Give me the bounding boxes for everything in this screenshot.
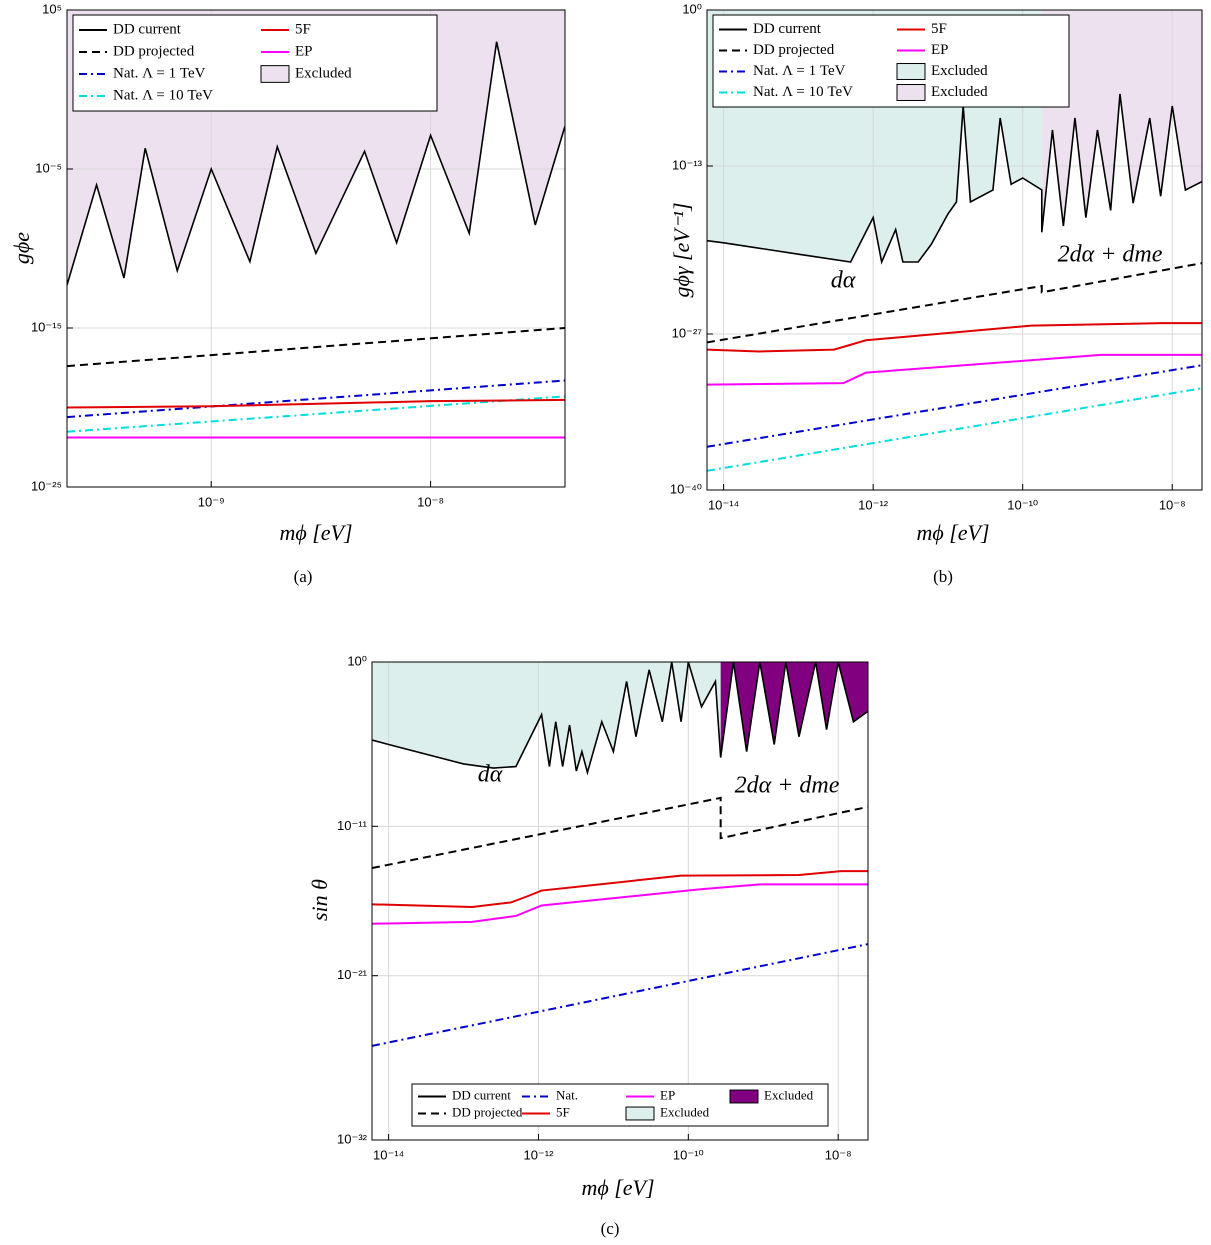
y-tick-label: 10⁻¹¹ xyxy=(337,818,368,833)
y-axis-label: gϕe xyxy=(9,232,34,264)
legend-label: Excluded xyxy=(931,84,988,100)
legend-swatch xyxy=(260,65,290,83)
legend-label: Nat. Λ = 10 TeV xyxy=(113,87,213,103)
legend-swatch xyxy=(625,1106,655,1121)
legend-box xyxy=(72,14,438,112)
annotation: 2dα + dme xyxy=(1058,242,1163,268)
y-axis-label: gϕγ [eV⁻¹] xyxy=(669,202,694,297)
legend-label: DD projected xyxy=(113,43,195,59)
legend-label: Excluded xyxy=(764,1087,814,1102)
panel: 10⁻¹⁴ 10⁻¹² 10⁻¹⁰ 10⁻⁸ 10⁰ 10⁻¹³ 10⁻²⁷ 10⁻⁴⁰ mϕ … xyxy=(669,1,1203,586)
series-line xyxy=(372,943,868,1047)
legend-label: 5F xyxy=(556,1104,570,1119)
x-tick-label: 10⁻¹² xyxy=(858,497,889,512)
caption: (b) xyxy=(933,567,953,586)
y-tick-label: 10⁰ xyxy=(682,1,702,16)
excluded-region xyxy=(372,662,721,773)
legend-box xyxy=(411,1083,829,1127)
x-tick-label: 10⁻¹² xyxy=(523,1147,554,1162)
x-tick-label: 10⁻⁸ xyxy=(1159,497,1186,512)
legend-label: 5F xyxy=(295,21,311,37)
y-tick-label: 10⁻¹⁵ xyxy=(31,319,62,334)
x-tick-label: 10⁻¹⁰ xyxy=(673,1147,704,1162)
annotation: dα xyxy=(478,762,503,788)
axes-frame xyxy=(66,9,566,488)
x-axis-label: mϕ [eV] xyxy=(279,520,352,545)
series-line xyxy=(707,353,1202,386)
y-axis-label: sin θ xyxy=(307,879,332,921)
y-tick-label: 10⁻²⁷ xyxy=(672,325,703,340)
legend-label: DD projected xyxy=(452,1104,523,1119)
series-line xyxy=(707,387,1202,472)
legend-label: Nat. Λ = 1 TeV xyxy=(113,65,206,81)
x-tick-label: 10⁻¹⁴ xyxy=(708,497,739,512)
series-line xyxy=(707,322,1202,353)
x-tick-label: 10⁻⁸ xyxy=(417,494,444,509)
legend: DD current DD projected Nat. Λ = 1 TeV Nat.… xyxy=(72,14,438,112)
legend-swatch xyxy=(729,1089,759,1104)
legend-label: Nat. Λ = 10 TeV xyxy=(753,84,853,100)
x-axis-label: mϕ [eV] xyxy=(581,1175,654,1200)
series-line xyxy=(67,398,565,409)
series-line xyxy=(372,796,868,870)
caption: (a) xyxy=(294,567,313,586)
y-tick-label: 10⁰ xyxy=(347,653,367,668)
annotation: dα xyxy=(831,268,856,294)
legend: DD current DD projected Nat. Λ = 1 TeV Nat.… xyxy=(712,14,1070,108)
series-line xyxy=(372,883,868,925)
annotation: 2dα + dme xyxy=(735,773,840,799)
y-tick-label: 10⁻⁴⁰ xyxy=(670,481,702,496)
x-tick-label: 10⁻⁹ xyxy=(198,494,225,509)
series-line xyxy=(707,364,1202,448)
x-tick-label: 10⁻⁸ xyxy=(825,1147,852,1162)
legend-label: DD current xyxy=(753,21,822,37)
axes-frame xyxy=(706,9,1203,491)
legend-label: Nat. xyxy=(556,1087,578,1102)
legend-label: DD projected xyxy=(753,42,835,58)
series-line xyxy=(372,870,868,908)
series-line xyxy=(707,93,1202,265)
panel: 10⁻¹⁴ 10⁻¹² 10⁻¹⁰ 10⁻⁸ 10⁰ 10⁻¹¹ 10⁻²¹ 10⁻³² mϕ … xyxy=(307,653,869,1238)
panel: 10⁻⁹ 10⁻⁸ 10⁵ 10⁻⁵ 10⁻¹⁵ 10⁻²⁵ mϕ [eV] gϕe (a) DD… xyxy=(9,1,566,586)
y-tick-label: 10⁻¹³ xyxy=(672,157,703,172)
y-tick-label: 10⁻²¹ xyxy=(337,967,368,982)
legend: DD current DD projected Nat. 5F EP Excluded Ex… xyxy=(411,1083,829,1127)
x-tick-label: 10⁻¹⁰ xyxy=(1007,497,1038,512)
x-axis-label: mϕ [eV] xyxy=(916,520,989,545)
legend-label: Excluded xyxy=(931,63,988,79)
legend-label: Excluded xyxy=(660,1104,710,1119)
axes-frame xyxy=(371,661,869,1141)
legend-swatch xyxy=(896,63,926,80)
series-line xyxy=(372,662,868,776)
x-tick-label: 10⁻¹⁴ xyxy=(373,1147,404,1162)
series-line xyxy=(67,41,565,286)
series-line xyxy=(67,327,565,368)
legend-label: DD current xyxy=(113,21,182,37)
series-line xyxy=(67,395,565,433)
y-tick-label: 10⁵ xyxy=(42,1,62,16)
caption: (c) xyxy=(601,1219,620,1238)
series-line xyxy=(67,379,565,419)
legend-label: Nat. Λ = 1 TeV xyxy=(753,63,846,79)
legend-box xyxy=(712,14,1070,108)
legend-label: DD current xyxy=(452,1087,511,1102)
y-tick-label: 10⁻⁵ xyxy=(35,160,62,175)
y-tick-label: 10⁻²⁵ xyxy=(31,478,62,493)
legend-swatch xyxy=(896,84,926,101)
legend-label: 5F xyxy=(931,21,947,37)
y-tick-label: 10⁻³² xyxy=(337,1131,368,1146)
legend-label: EP xyxy=(660,1087,675,1102)
legend-label: EP xyxy=(931,42,949,58)
series-line xyxy=(707,262,1202,344)
legend-label: Excluded xyxy=(295,65,352,81)
legend-label: EP xyxy=(295,43,313,59)
plot xyxy=(372,662,868,1140)
